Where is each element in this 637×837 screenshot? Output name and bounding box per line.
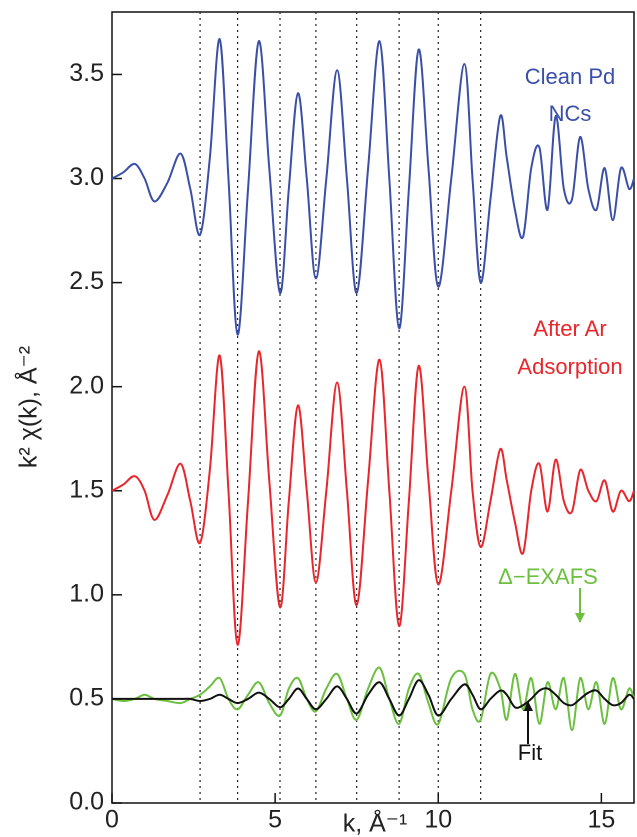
series-label: Δ−EXAFS <box>498 564 598 589</box>
x-axis-label: k, Å⁻¹ <box>343 808 408 837</box>
x-tick-label: 15 <box>587 806 615 834</box>
y-tick-label: 1.5 <box>69 475 104 503</box>
plot-frame <box>111 11 635 804</box>
series-label: After Ar <box>533 316 606 341</box>
y-tick-label: 0.5 <box>69 684 104 712</box>
data-line <box>111 679 635 717</box>
y-tick-label: 1.0 <box>69 579 104 607</box>
series-label: Fit <box>518 740 542 765</box>
series-label: Clean Pd <box>525 64 616 89</box>
x-tick-label: 10 <box>424 806 452 834</box>
series-label: Adsorption <box>517 354 622 379</box>
y-tick-label: 2.0 <box>69 371 104 399</box>
x-tick-label: 0 <box>105 806 119 834</box>
x-tick-label: 5 <box>268 806 282 834</box>
data-line <box>111 38 635 336</box>
data-line <box>111 666 635 732</box>
y-tick-label: 3.5 <box>69 59 104 87</box>
data-line <box>111 350 635 646</box>
y-axis-label: k² χ(k), Å⁻² <box>13 346 43 468</box>
series-label: NCs <box>549 101 592 126</box>
y-tick-label: 2.5 <box>69 267 104 295</box>
y-tick-label: 0.0 <box>69 788 104 816</box>
y-tick-label: 3.0 <box>69 163 104 191</box>
